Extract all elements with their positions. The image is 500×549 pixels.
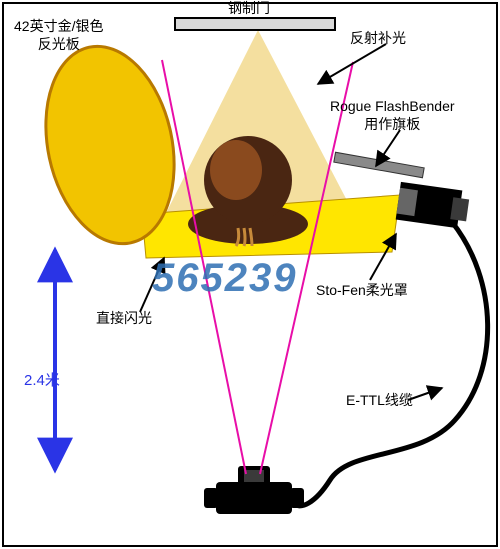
arrow-bounce-fill (318, 44, 386, 84)
label-ettl: E-TTL线缆 (346, 392, 413, 410)
subject-head-highlight (210, 140, 262, 200)
label-stofen: Sto-Fen柔光罩 (316, 282, 408, 300)
steel-door (175, 18, 335, 30)
label-flashbender: Rogue FlashBender 用作旗板 (330, 98, 455, 133)
arrow-flashbender (376, 130, 400, 166)
arrow-ettl (408, 388, 442, 400)
ettl-cable (292, 222, 488, 506)
watermark-text: 565239 (152, 256, 297, 301)
label-direct-flash: 直接闪光 (96, 310, 152, 328)
camera (204, 466, 304, 514)
label-distance: 2.4米 (24, 372, 60, 391)
label-steel-door: 钢制门 (228, 0, 270, 18)
diagram-stage: 42英寸金/银色 反光板 钢制门 反射补光 Rogue FlashBender … (0, 0, 500, 549)
flashbender-flag (334, 152, 424, 177)
label-reflector: 42英寸金/银色 反光板 (14, 18, 103, 53)
flash-unit (396, 182, 471, 229)
label-bounce-fill: 反射补光 (350, 30, 406, 48)
